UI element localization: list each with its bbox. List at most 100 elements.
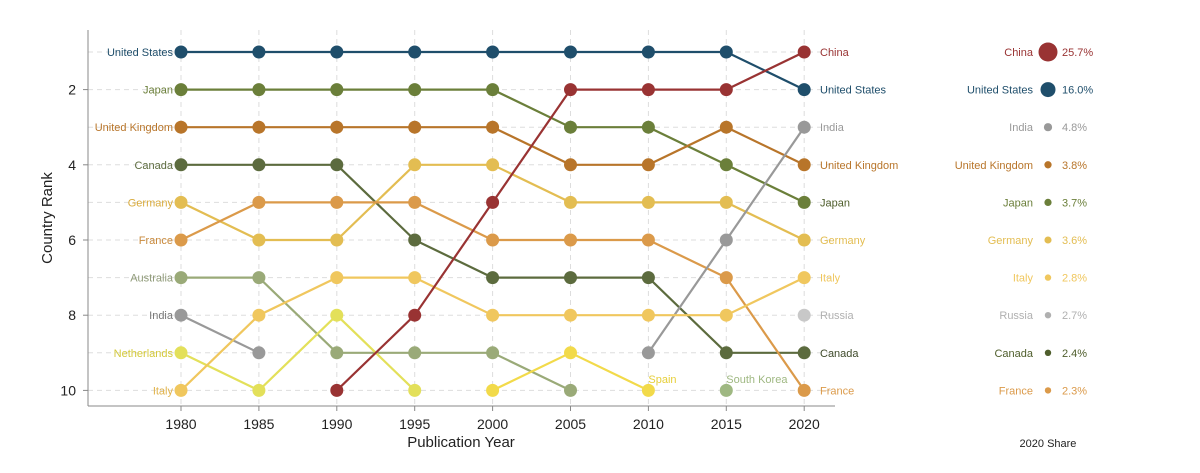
x-tick-label: 2015 xyxy=(711,416,742,432)
data-point xyxy=(174,271,188,285)
data-point xyxy=(408,346,422,360)
data-point xyxy=(641,83,655,97)
right-rank-label: Canada xyxy=(820,348,859,360)
right-rank-label: India xyxy=(820,122,845,134)
x-axis-title: Publication Year xyxy=(407,434,515,451)
left-rank-label: France xyxy=(139,235,173,247)
data-point xyxy=(408,233,422,247)
share-row-russia: Russia 2.7% xyxy=(999,310,1087,322)
x-tick-label: 2000 xyxy=(477,416,508,432)
share-bubble xyxy=(1044,198,1052,207)
data-point xyxy=(252,158,266,172)
right-rank-label: France xyxy=(820,385,854,397)
x-tick-label: 2020 xyxy=(789,416,820,432)
data-point xyxy=(486,83,500,97)
data-point xyxy=(174,83,188,97)
y-tick-label: 2 xyxy=(68,82,76,98)
share-value-label: 3.8% xyxy=(1062,160,1087,172)
data-point xyxy=(330,120,344,134)
x-tick-label: 1985 xyxy=(243,416,274,432)
data-point xyxy=(564,233,577,247)
data-point xyxy=(564,120,577,134)
data-point xyxy=(486,308,500,322)
left-rank-label: Australia xyxy=(130,273,174,285)
share-bubble xyxy=(1038,42,1058,62)
data-point xyxy=(719,383,733,397)
share-value-label: 25.7% xyxy=(1062,47,1093,59)
data-point xyxy=(797,346,811,360)
y-tick-label: 4 xyxy=(68,157,76,173)
share-row-india: India 4.8% xyxy=(1009,122,1087,134)
right-rank-label: United Kingdom xyxy=(820,160,898,172)
data-point xyxy=(564,45,577,59)
data-point xyxy=(797,383,811,397)
data-point xyxy=(486,45,500,59)
left-rank-label: Japan xyxy=(143,85,173,97)
data-point xyxy=(797,271,811,285)
share-row-china: China 25.7% xyxy=(1004,42,1093,62)
data-point xyxy=(486,383,500,397)
data-point xyxy=(719,158,733,172)
data-point xyxy=(797,233,811,247)
data-point xyxy=(252,195,266,209)
share-country-label: China xyxy=(1004,47,1034,59)
data-point xyxy=(641,195,655,209)
data-point xyxy=(408,158,422,172)
left-rank-label: Canada xyxy=(134,160,173,172)
data-point xyxy=(486,346,500,360)
annotation-label: Spain xyxy=(648,374,676,386)
share-value-label: 2.3% xyxy=(1062,385,1087,397)
share-bubble xyxy=(1044,312,1052,319)
x-tick-label: 1995 xyxy=(399,416,430,432)
series-japan xyxy=(174,83,811,209)
data-point xyxy=(174,308,188,322)
share-country-label: Canada xyxy=(994,348,1033,360)
right-rank-label: Italy xyxy=(820,273,841,285)
data-point xyxy=(719,271,733,285)
data-point xyxy=(330,45,344,59)
share-country-label: Russia xyxy=(999,310,1034,322)
data-point xyxy=(252,346,266,360)
data-point xyxy=(252,383,266,397)
data-point xyxy=(252,271,266,285)
data-point xyxy=(408,271,422,285)
data-point xyxy=(641,346,655,360)
data-point xyxy=(174,120,188,134)
data-point xyxy=(719,233,733,247)
y-tick-label: 8 xyxy=(68,307,76,323)
data-point xyxy=(641,158,655,172)
series-france xyxy=(174,195,811,397)
share-country-label: France xyxy=(999,385,1033,397)
data-point xyxy=(564,271,577,285)
data-point xyxy=(719,83,733,97)
data-point xyxy=(408,195,422,209)
share-bubble xyxy=(1044,387,1052,394)
share-row-united-states: United States 16.0% xyxy=(967,82,1093,98)
series-germany xyxy=(174,158,811,247)
share-value-label: 4.8% xyxy=(1062,122,1087,134)
left-rank-label: United Kingdom xyxy=(95,122,173,134)
data-point xyxy=(486,233,500,247)
data-point xyxy=(252,45,266,59)
y-axis-title: Country Rank xyxy=(39,172,56,264)
data-point xyxy=(174,195,188,209)
data-point xyxy=(174,45,188,59)
series-china xyxy=(330,45,811,397)
data-point xyxy=(719,308,733,322)
data-point xyxy=(719,120,733,134)
x-tick-label: 1990 xyxy=(321,416,352,432)
left-rank-label: Germany xyxy=(128,197,174,209)
data-point xyxy=(408,383,422,397)
data-point xyxy=(408,45,422,59)
data-point xyxy=(641,383,655,397)
data-point xyxy=(408,83,422,97)
data-point xyxy=(564,83,577,97)
data-point xyxy=(797,195,811,209)
share-row-united-kingdom: United Kingdom 3.8% xyxy=(955,160,1088,172)
series-italy xyxy=(174,271,811,397)
data-point xyxy=(486,120,500,134)
labels-layer: United States Japan United Kingdom Canada Ge… xyxy=(95,47,899,397)
share-row-germany: Germany 3.6% xyxy=(988,235,1088,247)
